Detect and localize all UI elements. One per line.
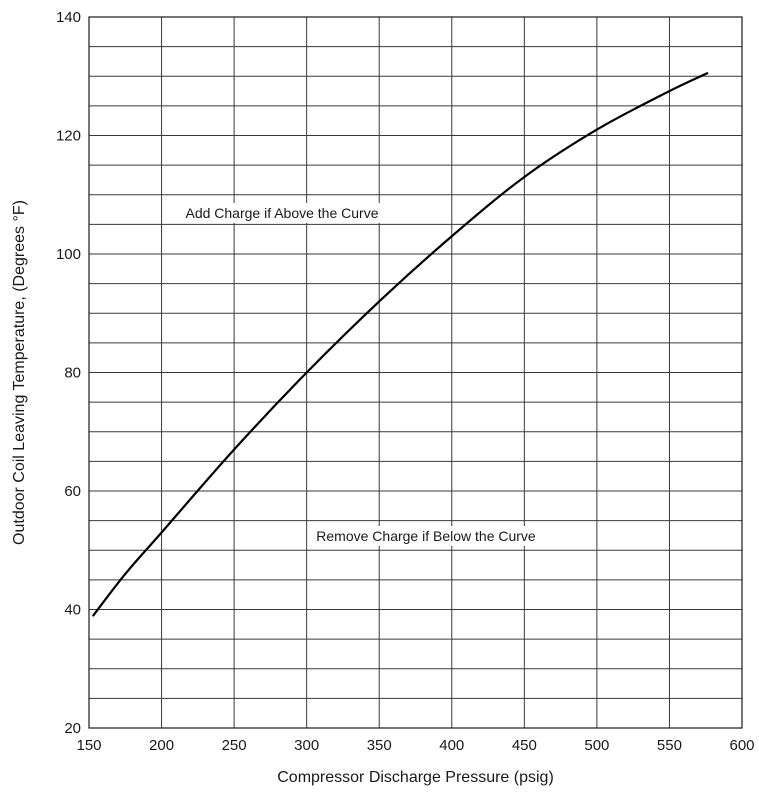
annotation-add-charge: Add Charge if Above the Curve: [179, 203, 385, 223]
annotation-background: [310, 526, 542, 546]
x-axis-title: Compressor Discharge Pressure (psig): [277, 769, 554, 786]
y-tick-label: 120: [56, 128, 81, 145]
annotation-text: Remove Charge if Below the Curve: [316, 528, 536, 544]
annotations: Add Charge if Above the Curve Remove Char…: [179, 203, 542, 546]
y-tick-labels: 20 40 60 80 100 120 140: [56, 9, 81, 737]
y-tick-label: 60: [64, 483, 81, 500]
annotation-text: Add Charge if Above the Curve: [185, 205, 378, 221]
x-tick-label: 250: [222, 737, 247, 754]
x-tick-label: 550: [657, 737, 682, 754]
y-tick-label: 140: [56, 9, 81, 26]
x-tick-label: 400: [439, 737, 464, 754]
x-tick-label: 350: [367, 737, 392, 754]
x-tick-label: 150: [76, 737, 101, 754]
x-tick-label: 300: [294, 737, 319, 754]
x-tick-label: 500: [584, 737, 609, 754]
y-tick-label: 40: [64, 602, 81, 619]
series-line: [92, 72, 709, 617]
series-layer: [92, 72, 709, 617]
gridlines: [88, 16, 743, 729]
annotation-remove-charge: Remove Charge if Below the Curve: [310, 526, 542, 546]
annotation-background: [179, 203, 385, 223]
x-tick-labels: 150 200 250 300 350 400 450 500 550 600: [76, 737, 754, 754]
x-tick-label: 600: [729, 737, 754, 754]
y-axis-title: Outdoor Coil Leaving Temperature, (Degre…: [11, 200, 28, 545]
y-tick-label: 20: [64, 720, 81, 737]
x-tick-label: 450: [512, 737, 537, 754]
y-tick-label: 100: [56, 246, 81, 263]
x-tick-label: 200: [149, 737, 174, 754]
y-tick-label: 80: [64, 365, 81, 382]
plot-frame: [88, 16, 743, 729]
